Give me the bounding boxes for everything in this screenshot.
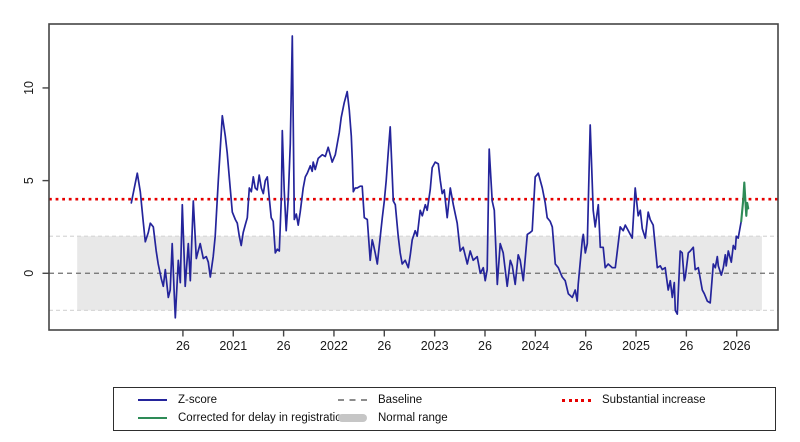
zscore-line [130, 35, 743, 319]
plot-border [48, 23, 779, 331]
legend-column-series: Z-score Corrected for delay in registrat… [138, 391, 348, 427]
x-axis-tick-label: 26 [478, 339, 492, 353]
x-axis-tick-label: 2025 [622, 339, 650, 353]
y-axis-tick-label: 10 [22, 81, 36, 95]
legend-label-corrected: Corrected for delay in registration [178, 412, 349, 424]
legend-item-baseline: Baseline [338, 391, 448, 409]
x-axis-tick-label: 2023 [421, 339, 449, 353]
legend-label-baseline: Baseline [378, 394, 423, 406]
legend-column-reference: Baseline Normal range [338, 391, 448, 427]
legend-label-normal-range: Normal range [378, 412, 448, 424]
x-axis-tick-label: 2021 [219, 339, 247, 353]
x-axis-tick-label: 26 [679, 339, 693, 353]
x-axis-tick-label: 26 [277, 339, 291, 353]
x-axis-tick-label: 2022 [320, 339, 348, 353]
legend-label-zscore: Z-score [178, 394, 217, 406]
legend-label-substantial-increase: Substantial increase [602, 394, 706, 406]
y-axis-tick-label: 0 [22, 270, 36, 277]
baseline-line-swatch [338, 399, 367, 401]
x-axis-tick-label: 26 [176, 339, 190, 353]
x-axis-tick-label: 2024 [521, 339, 549, 353]
corrected-line [740, 181, 750, 223]
normal-range-band-swatch [338, 414, 367, 422]
legend-item-normal-range: Normal range [338, 409, 448, 427]
zscore-line-swatch [138, 399, 167, 401]
x-axis-tick-label: 26 [579, 339, 593, 353]
legend-item-substantial-increase: Substantial increase [562, 391, 706, 409]
legend-item-corrected: Corrected for delay in registration [138, 409, 348, 427]
x-axis-tick-label: 2026 [723, 339, 751, 353]
corrected-line-swatch [138, 417, 167, 419]
legend-box: Z-score Corrected for delay in registrat… [113, 387, 776, 431]
x-axis-tick-label: 26 [377, 339, 391, 353]
y-axis-tick-label: 5 [22, 177, 36, 184]
legend-column-threshold: Substantial increase [562, 391, 706, 409]
threshold-line-swatch [562, 398, 591, 402]
legend-item-zscore: Z-score [138, 391, 348, 409]
